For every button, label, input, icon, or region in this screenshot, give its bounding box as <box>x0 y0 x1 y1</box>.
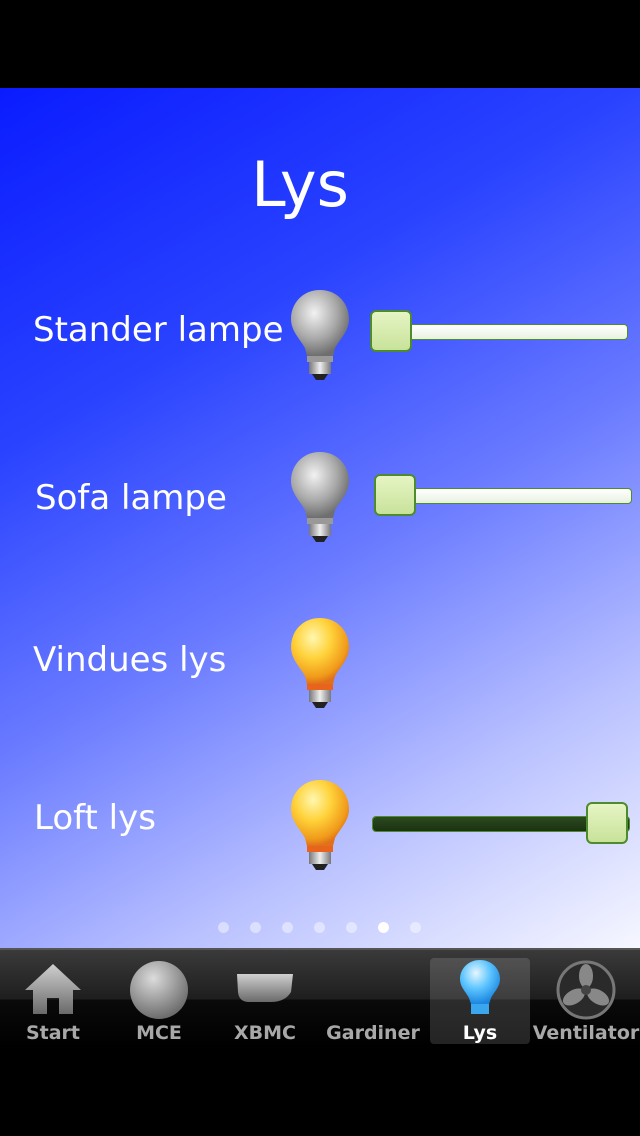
lights-panel: Lys Stander lampe Sofa lampe Vindues lys <box>0 88 640 948</box>
tab-label: MCE <box>136 1022 182 1044</box>
page-dot[interactable] <box>410 922 421 933</box>
light-slider-sofa-lampe[interactable] <box>374 474 632 524</box>
slider-thumb[interactable] <box>586 802 628 844</box>
page-dot-active[interactable] <box>378 922 389 933</box>
page-indicator[interactable] <box>0 922 640 938</box>
bulb-icon <box>460 960 500 1014</box>
tab-mce[interactable]: MCE <box>106 950 212 1048</box>
tab-label: Gardiner <box>326 1022 420 1044</box>
light-label-loft-lys: Loft lys <box>34 798 156 838</box>
status-bar <box>0 0 640 88</box>
light-slider-stander-lampe[interactable] <box>370 310 628 360</box>
slider-thumb[interactable] <box>374 474 416 516</box>
xbmc-icon <box>237 974 293 1002</box>
page-dot[interactable] <box>218 922 229 933</box>
page-dot[interactable] <box>314 922 325 933</box>
page-dot[interactable] <box>346 922 357 933</box>
tab-label: XBMC <box>234 1022 296 1044</box>
light-label-vindues-lys: Vindues lys <box>33 640 227 680</box>
tab-start[interactable]: Start <box>0 950 106 1048</box>
page-title: Lys <box>251 148 349 221</box>
slider-track[interactable] <box>372 816 630 832</box>
bulb-on-icon[interactable] <box>288 776 352 872</box>
fan-icon <box>556 960 616 1020</box>
tab-label: Ventilator <box>532 1022 640 1044</box>
bulb-off-icon[interactable] <box>288 448 352 544</box>
page-dot[interactable] <box>250 922 261 933</box>
circle-icon <box>130 961 188 1019</box>
slider-thumb[interactable] <box>370 310 412 352</box>
tab-bar: Start MCE XBMC Gardiner Lys <box>0 948 640 1048</box>
tab-label: Lys <box>462 1022 498 1044</box>
light-slider-loft-lys[interactable] <box>372 802 630 852</box>
tab-gardiner[interactable]: Gardiner <box>318 950 428 1048</box>
slider-fill <box>373 817 629 831</box>
tab-lys[interactable]: Lys <box>428 950 532 1048</box>
tab-xbmc[interactable]: XBMC <box>212 950 318 1048</box>
light-label-stander-lampe: Stander lampe <box>33 310 284 350</box>
bulb-on-icon[interactable] <box>288 614 352 710</box>
house-icon <box>25 964 81 1014</box>
light-label-sofa-lampe: Sofa lampe <box>35 478 227 518</box>
tab-ventilator[interactable]: Ventilator <box>532 950 640 1048</box>
bulb-off-icon[interactable] <box>288 286 352 382</box>
page-dot[interactable] <box>282 922 293 933</box>
tab-label: Start <box>25 1022 81 1044</box>
